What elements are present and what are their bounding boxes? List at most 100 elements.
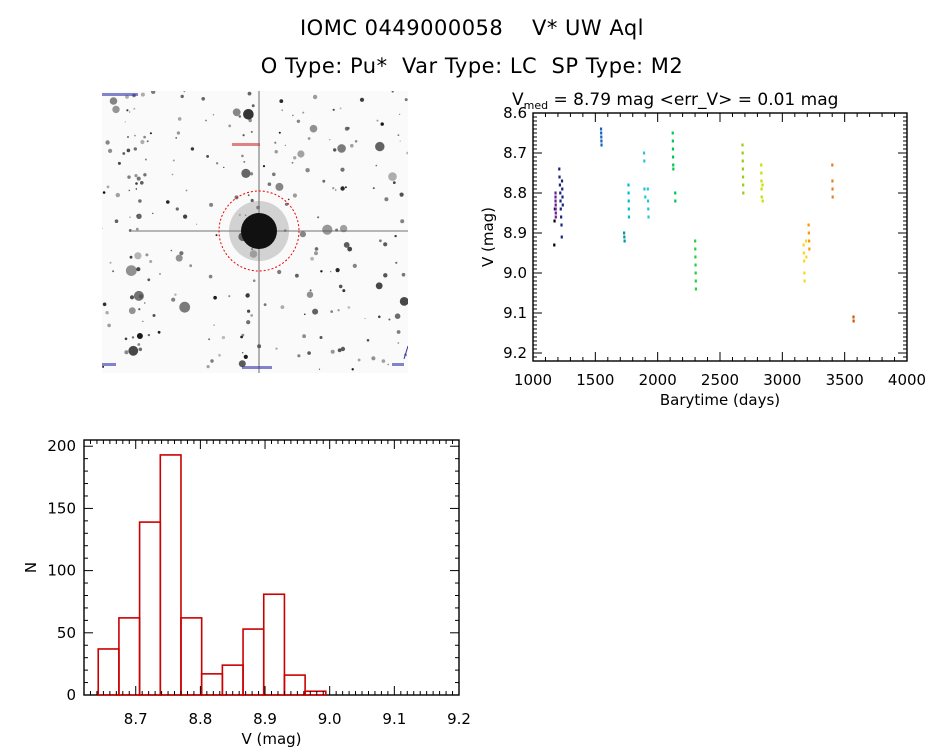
star-dot <box>396 330 401 334</box>
star-dot <box>112 105 120 114</box>
star-dot <box>175 254 183 262</box>
star-dot <box>292 193 297 198</box>
histogram-bar <box>283 674 306 696</box>
y-tick-label: 8.8 <box>503 184 527 202</box>
data-point <box>558 167 561 171</box>
star-dot <box>232 108 241 117</box>
star-dot <box>135 227 139 231</box>
star-dot <box>277 269 282 275</box>
data-point <box>647 215 650 219</box>
light-curve-series <box>599 127 603 147</box>
data-point <box>807 231 810 235</box>
histogram-bar <box>138 521 162 696</box>
star-dot <box>394 313 401 319</box>
star-dot <box>342 289 346 293</box>
data-point <box>646 187 649 191</box>
data-point <box>807 223 810 227</box>
data-point <box>831 163 834 167</box>
star-dot <box>314 251 318 256</box>
star-dot <box>322 179 326 183</box>
star-dot <box>322 224 333 235</box>
star-dot <box>330 310 333 313</box>
data-point <box>694 247 697 251</box>
data-point <box>560 179 564 183</box>
y-tick-label: 9.1 <box>503 304 527 322</box>
data-point <box>554 215 557 219</box>
light-curve-series <box>852 315 855 323</box>
star-dot <box>333 148 337 152</box>
star-dot <box>115 192 120 198</box>
star-dot <box>109 97 118 105</box>
star-dot <box>136 333 143 339</box>
star-dot <box>208 274 213 279</box>
data-point <box>672 163 675 167</box>
data-point <box>559 207 562 211</box>
star-dot <box>395 261 398 264</box>
star-dot <box>127 136 129 138</box>
star-dot <box>340 186 345 191</box>
star-dot <box>247 91 252 96</box>
star-dot <box>275 347 278 350</box>
data-point <box>561 203 564 207</box>
star-dot <box>312 94 318 100</box>
star-dot <box>245 293 250 298</box>
star-dot <box>307 351 311 355</box>
star-dot <box>206 155 209 158</box>
star-dot <box>304 313 306 316</box>
data-point <box>805 239 808 243</box>
data-point <box>672 155 675 159</box>
data-point <box>627 199 630 203</box>
image-label-mark <box>242 366 272 369</box>
star-dot <box>309 124 318 133</box>
data-point <box>742 191 745 195</box>
data-point <box>600 131 603 135</box>
star-dot <box>134 252 142 260</box>
star-dot <box>149 260 153 263</box>
star-dot <box>129 216 131 218</box>
star-dot <box>171 297 176 302</box>
star-dot <box>138 199 142 203</box>
data-point <box>642 151 646 155</box>
star-dot <box>320 270 323 273</box>
star-dot <box>291 161 294 164</box>
star-dot <box>128 229 132 232</box>
data-point <box>554 195 557 199</box>
x-tick-label: 8.7 <box>124 710 148 728</box>
star-dot <box>133 147 137 151</box>
star-dot <box>215 162 219 165</box>
y-tick-label: 8.6 <box>503 104 527 122</box>
star-dot <box>297 150 305 158</box>
data-point <box>761 199 764 203</box>
light-curve-series <box>623 231 626 243</box>
star-dot <box>138 308 141 311</box>
data-point <box>803 271 806 275</box>
star-dot <box>209 202 214 207</box>
star-dot <box>175 207 179 211</box>
star-dot <box>242 134 245 137</box>
data-point <box>760 195 763 199</box>
star-dot <box>170 249 173 252</box>
data-point <box>644 195 647 199</box>
data-point <box>558 175 561 179</box>
data-point <box>599 127 603 131</box>
light-curve-series <box>831 163 834 199</box>
star-dot <box>388 318 391 321</box>
star-dot <box>399 140 401 142</box>
data-point <box>554 207 557 211</box>
star-dot <box>159 273 161 275</box>
data-point <box>742 183 745 187</box>
star-dot <box>136 213 142 219</box>
star-dot <box>124 350 129 355</box>
star-dot <box>394 234 397 238</box>
image-label-mark <box>102 93 138 96</box>
star-dot <box>126 148 131 153</box>
data-point <box>559 191 562 195</box>
star-dot <box>213 295 217 300</box>
y-tick-label: 200 <box>47 437 76 455</box>
star-dot <box>246 320 251 325</box>
star-dot <box>136 267 141 272</box>
star-dot <box>337 348 342 353</box>
star-dot <box>134 134 136 137</box>
star-dot <box>334 189 337 191</box>
histogram-bar <box>180 617 203 696</box>
